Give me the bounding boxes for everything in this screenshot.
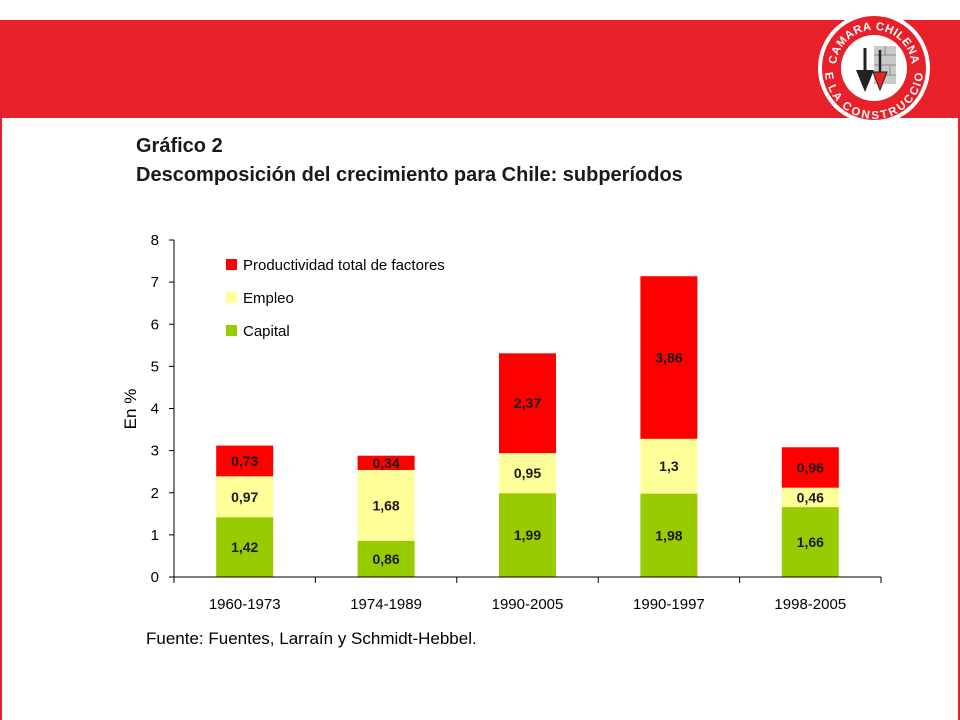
data-label: 3,86 [655, 350, 682, 366]
data-label: 0,97 [231, 489, 258, 505]
x-tick-label: 1960-1973 [209, 596, 281, 613]
bar-productividad-total-de-factores-1990-2005 [499, 353, 556, 454]
bar-capital-1974-1989 [357, 540, 415, 577]
y-tick-label: 0 [151, 569, 159, 586]
bar-capital-1998-2005 [781, 507, 839, 577]
y-tick-label: 1 [151, 527, 159, 544]
data-label: 1,99 [514, 527, 541, 543]
y-tick-label: 8 [151, 232, 159, 249]
data-label: 1,68 [372, 497, 399, 513]
legend-swatch [226, 259, 237, 270]
bar-capital-1990-1997 [640, 493, 698, 577]
y-tick-label: 5 [151, 358, 159, 375]
y-axis-label: En % [121, 389, 140, 430]
y-tick-label: 3 [151, 443, 159, 460]
x-tick-label: 1990-1997 [633, 596, 705, 613]
camara-chilena-logo: CAMARA CHILENA DE LA CONSTRUCCION [816, 10, 930, 124]
bar-productividad-total-de-factores-1998-2005 [781, 447, 839, 488]
bar-capital-1960-1973 [216, 517, 274, 577]
x-tick-label: 1990-2005 [492, 596, 564, 613]
frame-right-border [958, 118, 960, 720]
data-label: 1,42 [231, 539, 258, 555]
title-block: Gráfico 2 Descomposición del crecimiento… [136, 132, 683, 190]
data-label: 1,3 [659, 458, 679, 474]
y-tick-label: 7 [151, 274, 159, 291]
data-label: 0,46 [797, 489, 824, 505]
frame-left-border [0, 118, 2, 720]
data-label: 0,96 [797, 459, 824, 475]
y-tick-label: 4 [151, 401, 159, 418]
data-label: 0,34 [372, 455, 399, 471]
data-label: 1,98 [655, 527, 682, 543]
legend-label: Capital [243, 323, 290, 340]
slide-subtitle: Descomposición del crecimiento para Chil… [136, 164, 683, 186]
legend-label: Empleo [243, 290, 294, 307]
bar-capital-1990-2005 [499, 493, 556, 577]
y-tick-label: 2 [151, 485, 159, 502]
trowel-brick-icon [856, 46, 896, 92]
x-tick-label: 1974-1989 [350, 596, 422, 613]
data-label: 0,73 [231, 453, 258, 469]
bar-empleo-1990-1997 [640, 438, 698, 494]
data-label: 2,37 [514, 395, 541, 411]
top-margin [0, 0, 960, 20]
legend-swatch [226, 325, 237, 336]
data-label: 1,66 [797, 534, 824, 550]
bar-empleo-1960-1973 [216, 476, 274, 518]
slide-title: Gráfico 2 [136, 135, 223, 157]
data-label: 0,95 [514, 465, 541, 481]
bar-empleo-1974-1989 [357, 470, 415, 541]
source-note: Fuente: Fuentes, Larraín y Schmidt-Hebbe… [146, 629, 477, 648]
legend-swatch [226, 292, 237, 303]
bar-productividad-total-de-factores-1974-1989 [357, 455, 415, 471]
bar-productividad-total-de-factores-1990-1997 [640, 276, 698, 439]
y-tick-label: 6 [151, 316, 159, 333]
header-band [0, 20, 960, 118]
legend-label: Productividad total de factores [243, 257, 445, 274]
x-tick-label: 1998-2005 [774, 596, 846, 613]
bar-productividad-total-de-factores-1960-1973 [216, 445, 274, 477]
data-label: 0,86 [372, 551, 399, 567]
bar-empleo-1990-2005 [499, 453, 556, 494]
bar-empleo-1998-2005 [781, 487, 839, 508]
